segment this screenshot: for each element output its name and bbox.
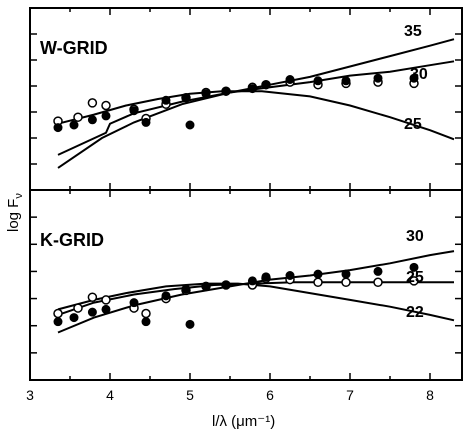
filled-data-point: [313, 269, 323, 279]
open-data-point: [101, 295, 111, 305]
filled-data-point: [261, 272, 271, 282]
filled-data-point: [87, 115, 97, 125]
filled-data-point: [69, 120, 79, 130]
filled-data-point: [69, 313, 79, 323]
open-data-point: [73, 112, 83, 122]
filled-data-point: [87, 307, 97, 317]
k-grid-curve-label-30: 30: [406, 228, 424, 245]
open-data-point: [373, 277, 383, 288]
open-data-point: [73, 303, 83, 313]
filled-data-point: [373, 73, 383, 83]
filled-data-point: [313, 76, 323, 86]
filled-data-point: [129, 106, 139, 116]
k-grid-curve-label-25: 25: [406, 269, 424, 286]
filled-data-point: [201, 281, 211, 291]
x-tick-label: 4: [106, 387, 114, 403]
filled-data-point: [181, 284, 191, 294]
filled-data-point: [141, 117, 151, 127]
open-data-point: [409, 276, 419, 286]
filled-data-point: [409, 262, 419, 272]
filled-data-point: [341, 76, 351, 86]
filled-data-point: [409, 73, 419, 83]
k-grid-curve-label-22: 22: [406, 304, 424, 321]
x-tick-label: 5: [186, 387, 194, 403]
filled-data-point: [101, 111, 111, 121]
x-tick-labels: 3 4 5 6 7 8: [26, 387, 434, 403]
x-tick-label: 7: [346, 387, 354, 403]
filled-data-point: [53, 123, 63, 133]
open-data-point: [341, 277, 351, 288]
filled-data-point: [101, 304, 111, 314]
w-grid-points: [53, 73, 419, 133]
filled-data-point: [161, 95, 171, 105]
filled-data-point: [247, 84, 257, 94]
filled-data-point: [285, 75, 295, 84]
filled-data-point: [161, 291, 171, 301]
k-grid-panel-label: K-GRID: [40, 230, 104, 250]
filled-data-point: [185, 120, 195, 130]
svg-text:log Fν: log Fν: [5, 193, 25, 232]
open-data-point: [141, 308, 151, 319]
k-grid-panel-frame: [29, 189, 463, 381]
filled-data-point: [129, 298, 139, 308]
w-grid-curves: [57, 38, 455, 169]
w-grid-curve-label-25: 25: [404, 116, 422, 133]
w-grid-curve-label-30: 30: [410, 66, 428, 83]
filled-data-point: [221, 86, 231, 96]
k-grid-points: [53, 262, 419, 329]
w-grid-curve-25: [57, 90, 455, 141]
k-grid-curves: [57, 250, 455, 334]
filled-data-point: [141, 317, 151, 327]
filled-data-point: [373, 266, 383, 276]
w-grid-panel-label: W-GRID: [40, 38, 108, 58]
x-tick-label: 8: [426, 387, 434, 403]
open-data-point: [313, 277, 323, 288]
filled-data-point: [285, 271, 295, 280]
k-grid-curve-30: [57, 250, 455, 334]
x-axis-title: l/λ (μm⁻¹): [212, 413, 275, 430]
y-axis-title-sub: ν: [13, 193, 25, 199]
axis-ticks: [29, 8, 462, 380]
open-data-point: [87, 292, 98, 302]
filled-data-point: [221, 280, 231, 290]
filled-data-point: [201, 89, 211, 99]
y-axis-title: log Fν: [5, 193, 25, 232]
open-data-point: [53, 308, 63, 319]
k-grid-curve-22: [57, 282, 455, 322]
filled-data-point: [261, 80, 271, 90]
filled-data-point: [181, 93, 191, 103]
x-tick-label: 3: [26, 387, 34, 403]
open-data-point: [87, 98, 98, 108]
filled-data-point: [53, 317, 63, 327]
filled-data-point: [185, 319, 195, 329]
open-data-point: [101, 100, 111, 111]
x-tick-label: 6: [266, 387, 274, 403]
filled-data-point: [247, 276, 257, 286]
y-axis-title-main: log F: [5, 199, 22, 232]
w-grid-curve-label-35: 35: [404, 23, 422, 40]
filled-data-point: [341, 269, 351, 279]
w-grid-curve-35: [57, 38, 455, 169]
